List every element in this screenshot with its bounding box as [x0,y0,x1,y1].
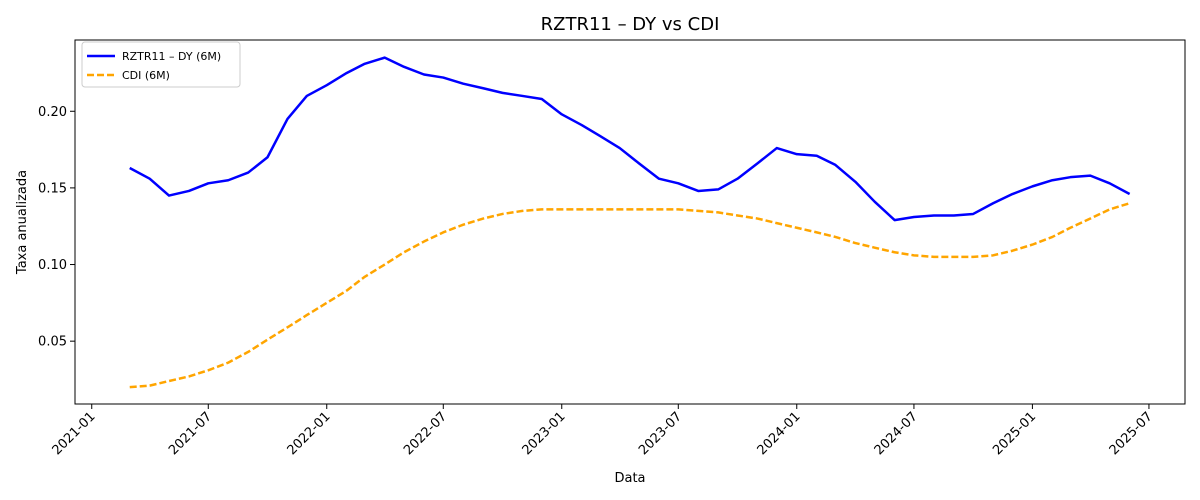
x-axis-title: Data [614,471,645,486]
legend-label-cdi: CDI (6M) [122,69,170,82]
y-tick-label: 0.05 [38,335,67,350]
y-axis-title: Taxa anualizada [15,170,30,275]
legend-box [81,41,241,88]
y-tick-label: 0.15 [38,181,67,196]
y-axis: 0.05 0.10 0.15 0.20 [38,105,75,350]
legend-label-dy: RZTR11 – DY (6M) [122,50,221,63]
y-tick-label: 0.10 [38,258,67,273]
chart-title: RZTR11 – DY vs CDI [541,14,720,35]
series-layer [129,56,1131,389]
y-tick-label: 0.20 [38,105,67,120]
legend: RZTR11 – DY (6M) CDI (6M) [81,41,241,88]
plot-area [74,39,1186,405]
plot-frame [74,39,1186,405]
series-line-dy [129,56,1131,222]
series-line-cdi [129,202,1130,389]
